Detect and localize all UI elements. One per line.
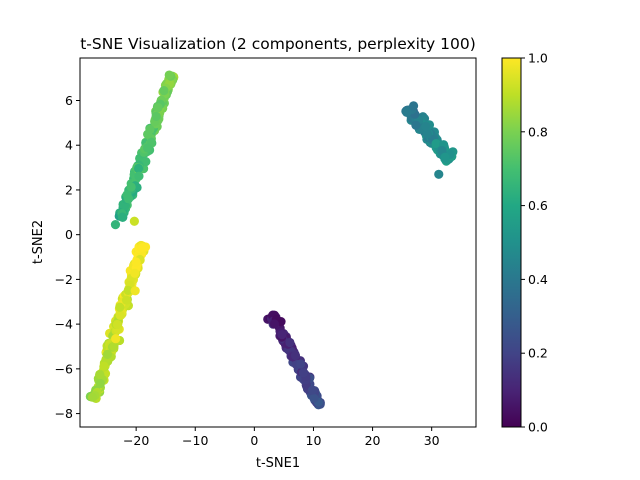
colorbar-tick-label: 0.6 bbox=[528, 198, 548, 213]
scatter-point bbox=[131, 257, 141, 267]
scatter-point bbox=[115, 302, 125, 312]
scatter-points bbox=[85, 70, 458, 410]
scatter-point bbox=[422, 129, 432, 139]
scatter-point bbox=[130, 286, 140, 296]
scatter-point bbox=[133, 163, 144, 174]
x-axis: −20 −10 0 10 20 30 bbox=[123, 427, 440, 448]
scatter-point bbox=[87, 392, 98, 402]
scatter-point bbox=[153, 102, 163, 113]
plot-frame bbox=[79, 57, 477, 428]
y-tick-label: −2 bbox=[55, 272, 73, 287]
scatter-point bbox=[285, 337, 295, 348]
scatter-point bbox=[126, 182, 136, 192]
scatter-point bbox=[411, 120, 421, 130]
scatter-point bbox=[129, 216, 139, 226]
scatter-point bbox=[277, 330, 287, 340]
scatter-point bbox=[115, 310, 125, 321]
scatter-point bbox=[111, 334, 121, 344]
colorbar: 0.0 0.2 0.4 0.6 0.8 1.0 bbox=[501, 51, 548, 435]
scatter-point bbox=[110, 220, 121, 230]
scatter-point bbox=[151, 111, 161, 122]
colorbar-tick-label: 1.0 bbox=[528, 51, 548, 66]
scatter-point bbox=[440, 152, 450, 162]
y-tick-label: −6 bbox=[55, 361, 73, 376]
colorbar-tick-label: 0.4 bbox=[528, 272, 548, 287]
scatter-point bbox=[142, 143, 153, 153]
scatter-point bbox=[109, 341, 119, 351]
y-tick-label: 0 bbox=[65, 227, 73, 242]
x-axis-label: t-SNE1 bbox=[256, 456, 300, 471]
x-tick-label: 30 bbox=[424, 433, 440, 448]
scatter-point bbox=[123, 285, 133, 296]
scatter-point bbox=[421, 121, 431, 131]
x-tick-label: 0 bbox=[250, 433, 258, 448]
scatter-point bbox=[95, 378, 105, 389]
x-tick-label: −10 bbox=[182, 433, 208, 448]
scatter-point bbox=[102, 349, 113, 359]
x-tick-label: 20 bbox=[365, 433, 381, 448]
y-tick-label: −8 bbox=[55, 406, 73, 421]
chart-title: t-SNE Visualization (2 components, perpl… bbox=[80, 35, 476, 53]
colorbar-gradient bbox=[501, 57, 522, 428]
scatter-point bbox=[112, 319, 123, 330]
colorbar-tick-label: 0.0 bbox=[528, 420, 548, 435]
scatter-point bbox=[309, 393, 319, 404]
y-tick-label: 4 bbox=[65, 138, 73, 153]
x-tick-label: −20 bbox=[123, 433, 149, 448]
scatter-point bbox=[122, 190, 132, 200]
scatter-point bbox=[141, 156, 151, 167]
scatter-point bbox=[143, 129, 153, 139]
scatter-point bbox=[134, 171, 144, 181]
scatter-point bbox=[99, 361, 109, 371]
scatter-point bbox=[95, 370, 105, 380]
scatter-point bbox=[130, 268, 140, 278]
y-axis: −8 −6 −4 −2 0 2 4 6 bbox=[55, 93, 80, 421]
scatter-point bbox=[290, 350, 301, 361]
scatter-point bbox=[159, 86, 169, 96]
scatter-point bbox=[408, 101, 419, 111]
y-tick-label: −4 bbox=[55, 317, 73, 332]
scatter-point bbox=[307, 385, 318, 395]
y-tick-label: 2 bbox=[65, 182, 73, 197]
scatter-point bbox=[431, 139, 441, 149]
scatter-point bbox=[164, 70, 174, 80]
scatter-point bbox=[117, 212, 128, 222]
scatter-point bbox=[298, 368, 308, 378]
scatter-point bbox=[138, 242, 148, 253]
scatter-point bbox=[121, 295, 132, 305]
x-tick-label: 10 bbox=[306, 433, 322, 448]
colorbar-axis: 0.0 0.2 0.4 0.6 0.8 1.0 bbox=[521, 51, 548, 435]
scatter-point bbox=[402, 107, 412, 117]
scatter-point bbox=[434, 169, 444, 179]
colorbar-tick-label: 0.2 bbox=[528, 346, 548, 361]
colorbar-tick-label: 0.8 bbox=[528, 124, 548, 139]
scatter-point bbox=[269, 319, 280, 329]
y-tick-label: 6 bbox=[65, 93, 73, 108]
scatter-point bbox=[295, 359, 306, 369]
y-axis-label: t-SNE2 bbox=[31, 220, 46, 264]
